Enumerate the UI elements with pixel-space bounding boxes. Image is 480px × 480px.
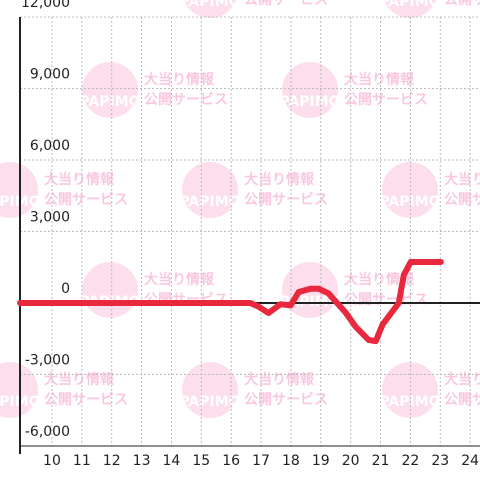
x-tick-label: 19 — [312, 453, 330, 469]
x-tick-label: 11 — [73, 453, 91, 469]
watermark-line2: 公開サービス — [444, 392, 480, 408]
x-tick-label: 23 — [431, 453, 449, 469]
x-tick-label: 12 — [103, 453, 121, 469]
watermark-line1: 大当り情報 — [44, 171, 115, 188]
watermark-logo: PAPIMO — [179, 0, 240, 10]
watermark-line1: 大当り情報 — [244, 171, 315, 188]
watermark-line2: 公開サービス — [444, 0, 480, 8]
y-tick-label: 12,000 — [21, 0, 70, 11]
x-tick-label: 18 — [282, 453, 300, 469]
watermark-logo: PAPIMO — [179, 194, 240, 210]
watermark-logo-circle — [0, 362, 38, 418]
y-tick-label: 6,000 — [30, 138, 70, 154]
x-tick-label: 20 — [342, 453, 360, 469]
watermark-logo: PAPIMO — [79, 94, 140, 110]
watermark-line2: 公開サービス — [144, 92, 228, 108]
x-tick-label: 17 — [252, 453, 270, 469]
watermark-line1: 大当り情報 — [144, 271, 215, 288]
watermark-line2: 公開サービス — [44, 192, 128, 208]
x-tick-label: 15 — [192, 453, 210, 469]
y-tick-label: 9,000 — [30, 67, 70, 83]
x-tick-label: 24 — [461, 453, 479, 469]
watermark-line1: 大当り情報 — [444, 371, 480, 388]
watermark-line1: 大当り情報 — [44, 371, 115, 388]
watermark-logo: PAPIMO — [179, 394, 240, 410]
watermark-line1: 大当り情報 — [344, 271, 415, 288]
x-tick-label: 13 — [133, 453, 151, 469]
x-tick-label: 22 — [401, 453, 419, 469]
watermark-line1: 大当り情報 — [444, 171, 480, 188]
x-tick-label: 16 — [222, 453, 240, 469]
watermark-logo-circle — [82, 62, 138, 118]
watermark-line2: 公開サービス — [44, 392, 128, 408]
watermark-line2: 公開サービス — [244, 0, 328, 8]
watermark-logo-circle — [0, 162, 38, 218]
watermark-line2: 公開サービス — [244, 392, 328, 408]
watermark-line1: 大当り情報 — [244, 371, 315, 388]
y-tick-label: -6,000 — [25, 424, 70, 440]
y-tick-label: 0 — [61, 281, 70, 297]
watermark-line2: 公開サービス — [444, 192, 480, 208]
watermark-line2: 公開サービス — [244, 192, 328, 208]
watermark-logo-circle — [383, 0, 437, 18]
watermark-logo-circle — [183, 0, 237, 18]
x-tick-label: 10 — [43, 453, 61, 469]
y-tick-label: -3,000 — [25, 353, 70, 369]
watermark-line2: 公開サービス — [344, 92, 428, 108]
watermark-line1: 大当り情報 — [344, 71, 415, 88]
watermark-logo: PAPIMO — [379, 0, 440, 10]
watermark-line2: 公開サービス — [344, 292, 428, 308]
watermark-line1: 大当り情報 — [144, 71, 215, 88]
series-line — [17, 259, 444, 345]
watermark-logo-circle — [282, 62, 338, 118]
x-tick-label: 21 — [372, 453, 390, 469]
x-tick-label: 14 — [163, 453, 181, 469]
watermark-logo-circle — [182, 362, 238, 418]
watermark-logo-circle — [182, 162, 238, 218]
y-tick-label: 3,000 — [30, 210, 70, 226]
watermark-logo: PAPIMO — [279, 94, 340, 110]
